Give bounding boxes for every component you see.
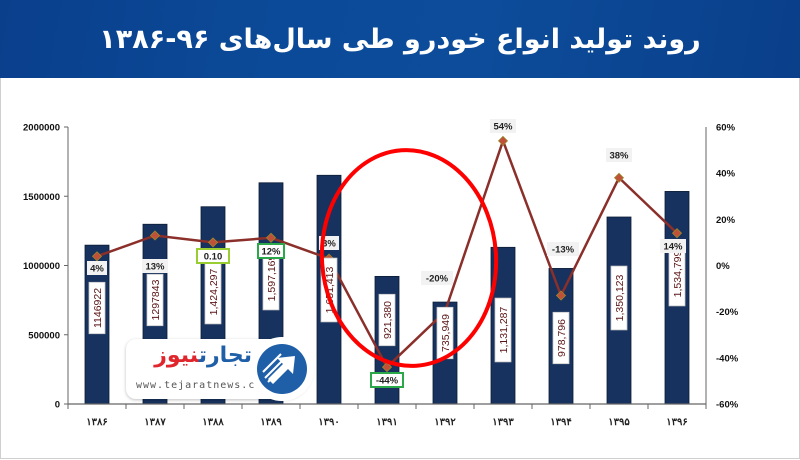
growth-value-label: 14%	[660, 239, 686, 253]
left-axis-tick-label: 0	[55, 400, 60, 411]
svg-text:-44%: -44%	[376, 376, 399, 387]
growth-value-label: 0.10	[196, 248, 230, 264]
x-axis: ۱۳۸۶ ۱۳۸۷ ۱۳۸۸ ۱۳۸۹ ۱۳۹۰ ۱۳۹۱ ۱۳۹۲ ۱۳۹۳ ۱۳۹۴ ۱۳۹۵…	[67, 403, 707, 428]
bar-value-label: 1146922	[88, 281, 106, 335]
bar-value-label: 1,597,169	[262, 245, 280, 311]
svg-text:1,651,413: 1,651,413	[324, 266, 336, 313]
svg-text:38%: 38%	[609, 151, 629, 162]
bar-value-label: 978,796	[552, 311, 570, 365]
growth-value-label: 12%	[257, 243, 285, 259]
bar-value-label: 1,131,287	[494, 297, 512, 363]
line-marker	[207, 237, 219, 248]
left-axis-tick-label: 1000000	[23, 261, 60, 272]
svg-text:1,424,297: 1,424,297	[208, 268, 220, 315]
tejaratnews-logo-icon	[250, 337, 314, 401]
line-marker	[555, 290, 567, 301]
line-marker	[381, 362, 393, 373]
page-title: روند تولید انواع خودرو طی سال‌های ۹۶-۱۳۸…	[99, 23, 701, 55]
bar-value-label: 1,424,297	[204, 259, 222, 325]
svg-text:1,534,799: 1,534,799	[672, 250, 684, 297]
x-axis-tick-label: ۱۳۹۱	[376, 417, 397, 428]
growth-value-label: -20%	[421, 271, 453, 285]
svg-text:1,131,287: 1,131,287	[498, 306, 510, 353]
growth-value-label: 38%	[606, 148, 632, 162]
svg-text:978,796: 978,796	[556, 319, 568, 357]
svg-text:1297843: 1297843	[150, 279, 162, 320]
svg-text:1,597,169: 1,597,169	[266, 254, 278, 301]
growth-value-label: -44%	[370, 372, 404, 388]
x-axis-tick-label: ۱۳۹۴	[550, 417, 571, 428]
watermark-brand: تجارتنیوز	[154, 343, 252, 368]
svg-text:-20%: -20%	[426, 274, 449, 285]
bar-value-label: 1,534,799	[668, 241, 686, 307]
svg-text:0.10: 0.10	[204, 252, 223, 263]
right-axis-tick-label: -20%	[716, 307, 739, 318]
x-axis-tick-label: ۱۳۸۷	[144, 417, 166, 428]
bar-value-label: 1297843	[146, 273, 164, 327]
bar-value-label: 735,949	[436, 306, 454, 360]
growth-value-label: 54%	[490, 119, 516, 133]
x-axis-tick-label: ۱۳۹۵	[608, 417, 630, 428]
svg-text:1,350,123: 1,350,123	[614, 274, 626, 321]
growth-value-label: 13%	[142, 259, 168, 273]
line-marker	[91, 251, 103, 262]
growth-value-labels: 4% 13% 0.10 12% 3% -44% -20% 54% -13% 38% 14%	[87, 119, 686, 388]
svg-text:1146922: 1146922	[92, 288, 104, 328]
svg-text:12%: 12%	[261, 247, 281, 258]
svg-text:4%: 4%	[90, 264, 104, 275]
right-axis-tick-label: 0%	[716, 261, 730, 272]
x-axis-tick-label: ۱۳۸۹	[260, 417, 282, 428]
line-marker	[265, 232, 277, 243]
left-y-axis: 0 500000 1000000 1500000 2000000	[23, 123, 69, 411]
line-marker	[671, 228, 683, 239]
left-axis-tick-label: 1500000	[23, 192, 60, 203]
right-axis-tick-label: 40%	[716, 169, 736, 180]
right-axis-tick-label: 20%	[716, 215, 736, 226]
svg-text:-13%: -13%	[552, 245, 575, 256]
header-banner: روند تولید انواع خودرو طی سال‌های ۹۶-۱۳۸…	[0, 0, 800, 78]
svg-text:921,380: 921,380	[382, 301, 394, 339]
line-marker	[149, 230, 161, 241]
watermark: تجارتنیوز www.tejaratnews.com	[126, 337, 314, 401]
svg-text:735,949: 735,949	[440, 314, 452, 352]
x-axis-tick-label: ۱۳۸۸	[202, 417, 224, 428]
x-axis-tick-label: ۱۳۹۶	[666, 417, 687, 428]
growth-value-label: 4%	[87, 261, 107, 275]
left-axis-tick-label: 500000	[28, 330, 60, 341]
svg-text:3%: 3%	[322, 239, 336, 250]
right-axis-tick-label: 60%	[716, 123, 736, 134]
right-y-axis: -60% -40% -20% 0% 20% 40% 60%	[705, 123, 739, 411]
x-axis-tick-label: ۱۳۹۲	[434, 417, 456, 428]
right-axis-tick-label: -40%	[716, 353, 739, 364]
x-axis-tick-label: ۱۳۸۶	[86, 417, 107, 428]
svg-text:54%: 54%	[493, 122, 513, 133]
line-marker	[613, 172, 625, 183]
growth-value-label: -13%	[547, 242, 579, 256]
highlight-ellipse	[319, 148, 499, 368]
svg-text:14%: 14%	[663, 242, 683, 253]
right-axis-tick-label: -60%	[716, 400, 739, 411]
line-marker	[497, 135, 509, 146]
x-axis-tick-label: ۱۳۹۳	[492, 417, 514, 428]
bar-value-label: 921,380	[378, 293, 396, 347]
left-axis-tick-label: 2000000	[23, 123, 60, 134]
x-axis-tick-label: ۱۳۹۰	[318, 417, 339, 428]
svg-text:13%: 13%	[145, 262, 165, 273]
watermark-url: www.tejaratnews.com	[136, 380, 270, 391]
bar-value-label: 1,350,123	[610, 265, 628, 331]
